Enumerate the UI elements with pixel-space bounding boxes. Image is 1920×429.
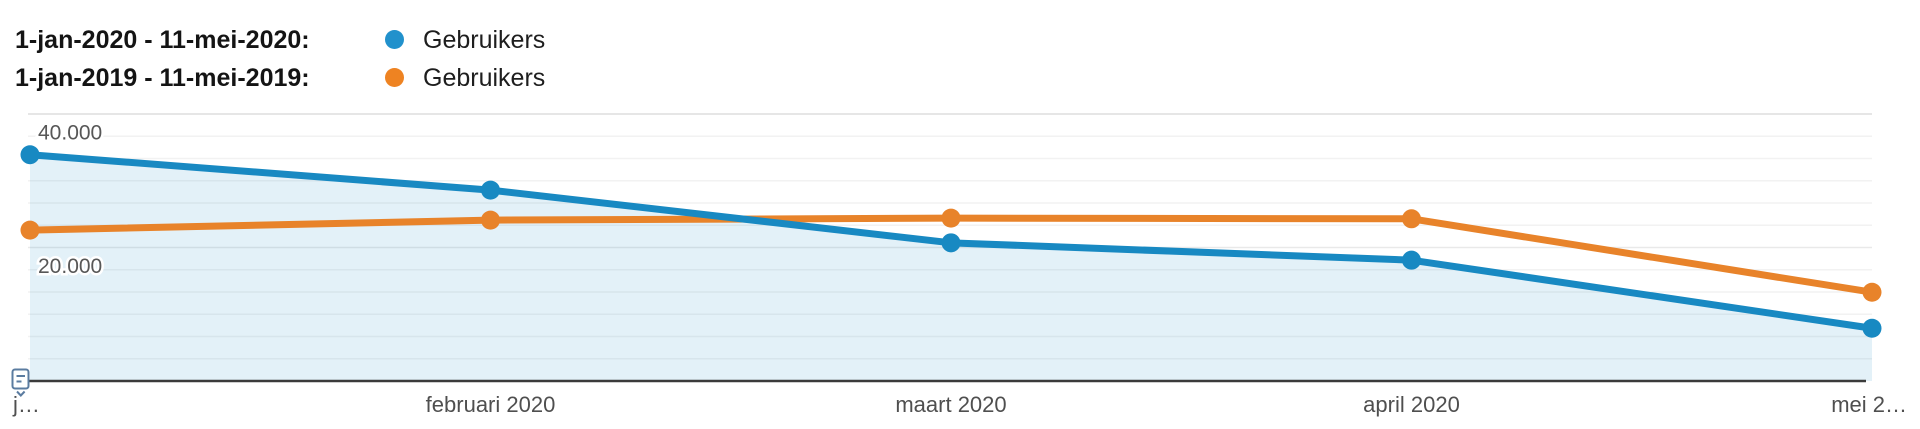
data-point[interactable] [481, 180, 500, 200]
series-dot-icon [385, 68, 404, 87]
y-tick-label: 40.000 [38, 122, 102, 145]
legend-row-current-period: 1-jan-2020 - 11-mei-2020: Gebruikers [15, 26, 715, 64]
data-point[interactable] [941, 208, 961, 228]
x-tick-label: april 2020 [1363, 392, 1460, 417]
series-dot-icon [385, 30, 404, 49]
data-point[interactable] [481, 210, 500, 230]
legend-row-comparison-period: 1-jan-2019 - 11-mei-2019: Gebruikers [15, 64, 715, 102]
chart-legend: 1-jan-2020 - 11-mei-2020: Gebruikers 1-j… [15, 26, 715, 102]
data-point[interactable] [1402, 209, 1421, 229]
legend-range-label: 1-jan-2020 - 11-mei-2020: [15, 26, 310, 54]
legend-range-label: 1-jan-2019 - 11-mei-2019: [15, 64, 310, 92]
data-point[interactable] [1862, 318, 1882, 338]
data-point[interactable] [1862, 282, 1882, 302]
x-tick-label: maart 2020 [895, 392, 1006, 417]
data-point[interactable] [20, 145, 40, 165]
y-tick-label: 20.000 [38, 255, 102, 278]
data-point[interactable] [941, 233, 961, 253]
legend-series-label[interactable]: Gebruikers [423, 26, 546, 54]
x-tick-label: februari 2020 [426, 392, 556, 417]
data-point[interactable] [20, 220, 40, 240]
annotations-expander-icon[interactable] [11, 368, 30, 397]
legend-series-label[interactable]: Gebruikers [423, 64, 546, 92]
x-tick-label: mei 2… [1831, 392, 1907, 417]
data-point[interactable] [1402, 250, 1421, 270]
x-tick-label: j… [12, 392, 40, 417]
series-area-fill [30, 154, 1872, 381]
